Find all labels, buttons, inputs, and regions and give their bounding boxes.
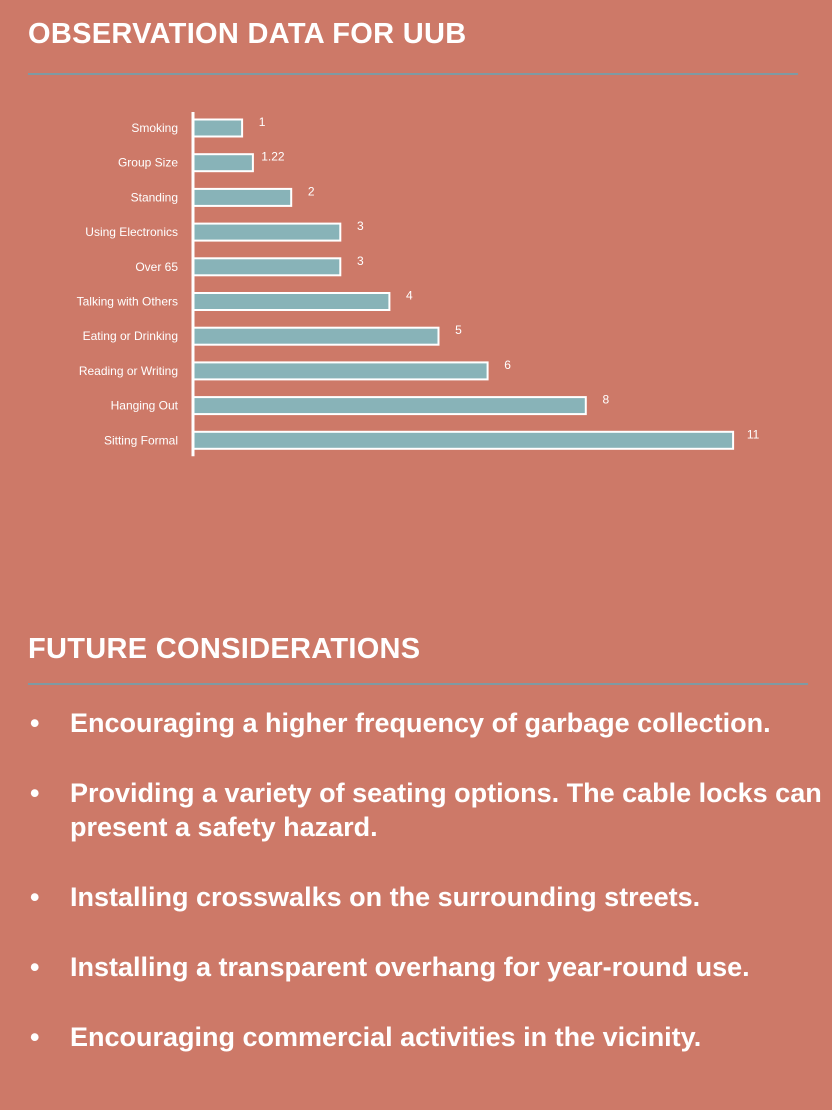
bar [192, 187, 293, 207]
consideration-text: Installing crosswalks on the surrounding… [70, 882, 701, 912]
category-label: Reading or Writing [79, 364, 178, 378]
list-item: • Encouraging a higher frequency of garba… [28, 706, 828, 740]
category-label: Talking with Others [77, 295, 178, 309]
category-label: Hanging Out [111, 399, 179, 413]
title-divider [28, 73, 798, 75]
list-item: • Installing crosswalks on the surroundin… [28, 880, 828, 914]
category-label: Eating or Drinking [83, 329, 178, 343]
consideration-text: Encouraging a higher frequency of garbag… [70, 708, 771, 738]
bar [192, 153, 254, 173]
observation-bar-chart: Smoking 1 Group Size 1.22 Standing 2 Using Ele… [77, 112, 760, 457]
bar [192, 361, 489, 381]
consideration-text: Encouraging commercial activities in the… [70, 1022, 702, 1052]
category-label: Standing [131, 190, 178, 204]
data-label: 3 [357, 254, 364, 268]
considerations-list: • Encouraging a higher frequency of garba… [28, 706, 828, 1054]
bar [192, 396, 587, 416]
data-label: 1 [259, 115, 266, 129]
bullet-icon: • [30, 882, 40, 912]
considerations-section-title: FUTURE CONSIDERATIONS [28, 633, 421, 665]
data-label: 5 [455, 323, 462, 337]
considerations-divider [28, 683, 808, 685]
list-item: • Installing a transparent overhang for y… [28, 950, 828, 984]
list-item: • Providing a variety of seating options.… [28, 776, 828, 844]
category-label: Using Electronics [85, 225, 178, 239]
data-label: 6 [504, 358, 511, 372]
data-label: 2 [308, 184, 315, 198]
bullet-icon: • [30, 952, 40, 982]
data-label: 8 [602, 393, 609, 407]
chart-section-title: OBSERVATION DATA FOR UUB [28, 18, 467, 50]
category-label: Over 65 [135, 260, 178, 274]
list-item: • Encouraging commercial activities in th… [28, 1020, 828, 1054]
bar [192, 257, 342, 277]
category-label: Group Size [118, 156, 178, 170]
category-label: Sitting Formal [104, 433, 178, 447]
data-label: 4 [406, 289, 413, 303]
bullet-icon: • [30, 1022, 40, 1052]
bar [192, 430, 735, 450]
bar [192, 118, 244, 138]
bar [192, 326, 440, 346]
consideration-text: Installing a transparent overhang for ye… [70, 952, 750, 982]
data-label: 3 [357, 219, 364, 233]
data-label: 11 [747, 427, 760, 441]
category-label: Smoking [131, 121, 178, 135]
data-label: 1.22 [261, 150, 285, 164]
bar [192, 292, 391, 311]
bullet-icon: • [30, 708, 40, 738]
bullet-icon: • [30, 778, 40, 808]
bar [192, 222, 342, 242]
consideration-text: Providing a variety of seating options. … [70, 778, 822, 842]
